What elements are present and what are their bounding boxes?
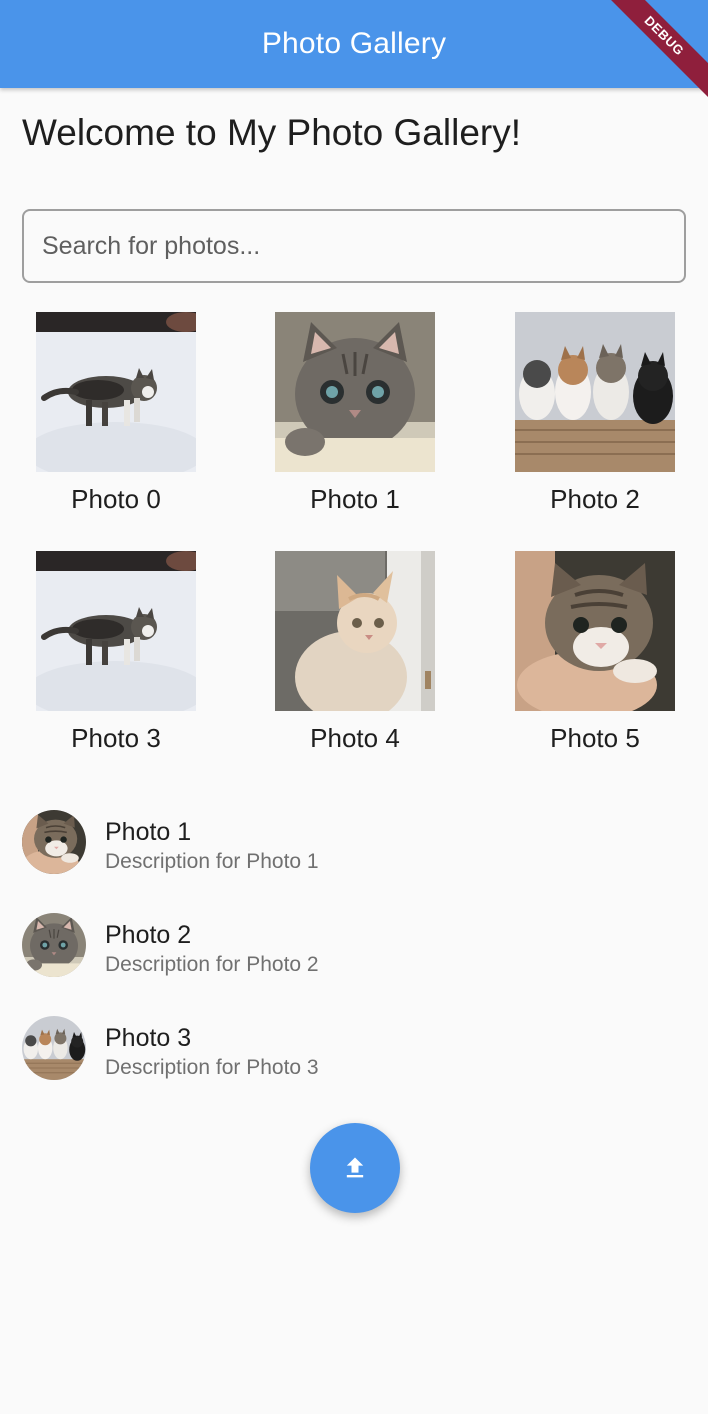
photo-tile[interactable]: Photo 1 bbox=[275, 312, 435, 515]
app-title: Photo Gallery bbox=[261, 27, 447, 60]
list-item-title: Photo 2 bbox=[105, 921, 192, 949]
photo-thumbnail bbox=[36, 551, 196, 711]
photo-thumbnail bbox=[275, 312, 435, 472]
list-item-subtitle: Description for Photo 3 bbox=[105, 1056, 319, 1079]
list-item[interactable]: Photo 1 Description for Photo 1 bbox=[0, 806, 708, 906]
list-item-subtitle: Description for Photo 2 bbox=[105, 953, 319, 976]
photo-tile[interactable]: Photo 0 bbox=[36, 312, 196, 515]
upload-button[interactable] bbox=[310, 1123, 400, 1213]
avatar bbox=[22, 1016, 86, 1080]
page-heading: Welcome to My Photo Gallery! bbox=[22, 112, 521, 153]
photo-label: Photo 1 bbox=[310, 484, 400, 514]
photo-label: Photo 0 bbox=[71, 484, 161, 514]
photo-tile[interactable]: Photo 3 bbox=[36, 551, 196, 754]
photo-thumbnail bbox=[275, 551, 435, 711]
avatar bbox=[22, 810, 86, 874]
photo-label: Photo 2 bbox=[550, 484, 640, 514]
photo-label: Photo 5 bbox=[550, 723, 640, 753]
photo-tile[interactable]: Photo 4 bbox=[275, 551, 435, 754]
photo-label: Photo 3 bbox=[71, 723, 161, 753]
photo-thumbnail bbox=[515, 551, 675, 711]
photo-label: Photo 4 bbox=[310, 723, 400, 753]
photo-thumbnail bbox=[515, 312, 675, 472]
search-input[interactable] bbox=[22, 209, 686, 283]
app-bar: Photo Gallery bbox=[0, 0, 708, 88]
photo-thumbnail bbox=[36, 312, 196, 472]
list-item-title: Photo 1 bbox=[105, 818, 192, 846]
list-item-subtitle: Description for Photo 1 bbox=[105, 850, 319, 873]
list-item[interactable]: Photo 2 Description for Photo 2 bbox=[0, 909, 708, 1009]
avatar bbox=[22, 913, 86, 977]
upload-icon bbox=[346, 1157, 364, 1178]
photo-tile[interactable]: Photo 2 bbox=[515, 312, 675, 515]
photo-tile[interactable]: Photo 5 bbox=[515, 551, 675, 754]
list-item[interactable]: Photo 3 Description for Photo 3 bbox=[0, 1012, 708, 1112]
list-item-title: Photo 3 bbox=[105, 1024, 192, 1052]
